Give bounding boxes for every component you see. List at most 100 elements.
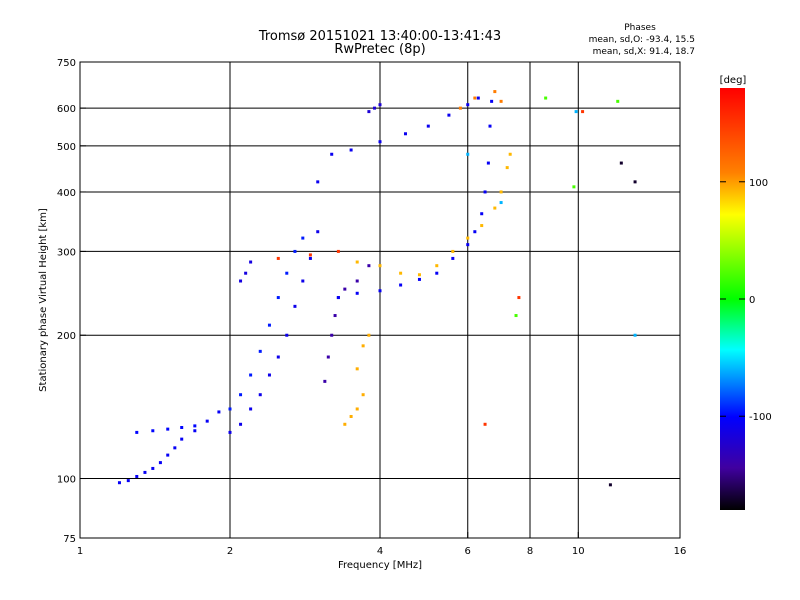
data-point — [378, 264, 382, 268]
data-point — [355, 407, 359, 411]
data-point — [483, 190, 487, 194]
data-point — [466, 243, 470, 247]
data-point — [135, 430, 139, 434]
data-point — [451, 256, 455, 260]
data-point — [493, 206, 497, 210]
data-point — [508, 152, 512, 156]
data-point — [355, 260, 359, 264]
data-point — [244, 271, 248, 275]
x-tick-label: 16 — [674, 546, 687, 557]
data-point — [173, 446, 177, 450]
data-point — [217, 410, 221, 414]
data-point — [451, 249, 455, 253]
data-point — [480, 224, 484, 228]
data-point — [608, 483, 612, 487]
data-point — [572, 185, 576, 189]
data-point — [355, 291, 359, 295]
data-point — [343, 422, 347, 426]
data-point — [490, 99, 494, 103]
data-point — [486, 161, 490, 165]
phases-header: Phases — [624, 23, 656, 33]
grid-lines — [80, 62, 680, 538]
data-point — [367, 110, 371, 114]
data-point — [126, 479, 130, 483]
data-point — [239, 279, 243, 283]
data-point — [336, 249, 340, 253]
data-point — [378, 140, 382, 144]
data-point — [239, 393, 243, 397]
data-point — [333, 314, 337, 318]
x-tick-label: 8 — [527, 546, 533, 557]
data-point — [336, 296, 340, 300]
data-point — [473, 230, 477, 234]
data-points — [117, 90, 637, 487]
data-point — [574, 110, 578, 114]
data-point — [361, 344, 365, 348]
data-point — [378, 103, 382, 107]
data-point — [151, 466, 155, 470]
data-point — [476, 96, 480, 100]
data-point — [480, 212, 484, 216]
data-point — [151, 429, 155, 433]
data-point — [193, 429, 197, 433]
data-point — [249, 407, 253, 411]
data-point — [488, 124, 492, 128]
x-tick-label: 2 — [227, 546, 233, 557]
data-point — [326, 355, 330, 359]
phases-o-line: mean, sd,O: -93.4, 15.5 — [589, 35, 695, 45]
data-point — [308, 253, 312, 257]
data-point — [435, 264, 439, 268]
data-point — [228, 407, 232, 411]
data-point — [267, 323, 271, 327]
data-point — [426, 124, 430, 128]
phases-x-line: mean, sd,X: 91.4, 18.7 — [593, 47, 695, 57]
data-point — [616, 99, 620, 103]
data-point — [316, 230, 320, 234]
data-point — [355, 279, 359, 283]
data-point — [499, 201, 503, 205]
data-point — [581, 110, 585, 114]
y-axis-ticks: 75 100 200 300 400 500 600 750 — [57, 58, 86, 545]
data-point — [276, 256, 280, 260]
data-point — [249, 260, 253, 264]
data-point — [514, 314, 518, 318]
x-tick-label: 10 — [572, 546, 585, 557]
data-point — [180, 425, 184, 429]
data-point — [417, 273, 421, 277]
data-point — [193, 424, 197, 428]
data-point — [373, 106, 377, 110]
colorbar-tick-label: -100 — [749, 412, 772, 423]
data-point — [308, 256, 312, 260]
data-point — [466, 103, 470, 107]
data-point — [499, 190, 503, 194]
data-point — [258, 393, 262, 397]
data-point — [403, 132, 407, 136]
data-point — [276, 355, 280, 359]
chart-title: Tromsø 20151021 13:40:00-13:41:43 — [258, 29, 501, 44]
data-point — [517, 296, 521, 300]
y-tick-label: 200 — [57, 331, 76, 342]
data-point — [499, 99, 503, 103]
y-tick-label: 400 — [57, 188, 76, 199]
data-point — [349, 414, 353, 418]
data-point — [355, 367, 359, 371]
x-axis-ticks: 1 2 4 6 8 10 16 — [77, 532, 687, 557]
data-point — [249, 373, 253, 377]
data-point — [466, 152, 470, 156]
data-point — [301, 279, 305, 283]
x-tick-label: 6 — [465, 546, 471, 557]
data-point — [361, 393, 365, 397]
data-point — [301, 236, 305, 240]
data-point — [330, 333, 334, 337]
chart-subtitle: RwPretec (8p) — [334, 42, 425, 57]
data-point — [166, 427, 170, 431]
data-point — [323, 379, 327, 383]
y-tick-label: 100 — [57, 475, 76, 486]
y-tick-label: 500 — [57, 142, 76, 153]
data-point — [258, 349, 262, 353]
data-point — [544, 96, 548, 100]
data-point — [505, 166, 509, 170]
data-point — [166, 453, 170, 457]
data-point — [343, 287, 347, 291]
data-point — [633, 333, 637, 337]
